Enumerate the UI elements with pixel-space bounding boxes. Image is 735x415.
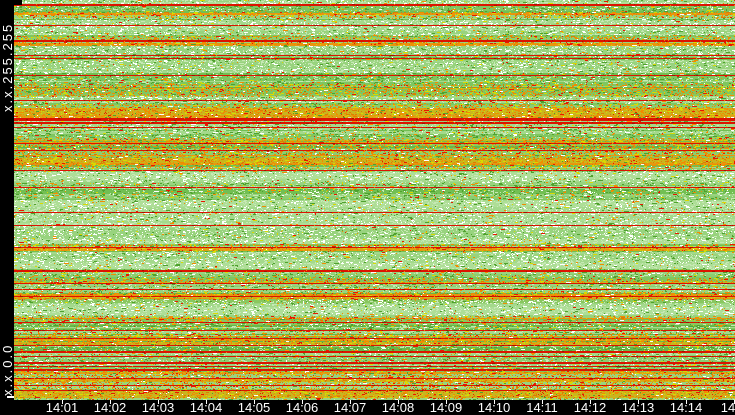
x-tick-mark [398, 400, 399, 404]
y-axis-max-tick [14, 0, 22, 5]
x-tick-mark [62, 400, 63, 404]
x-tick-mark [254, 400, 255, 404]
x-tick-mark [110, 400, 111, 404]
x-tick-label: 14:08 [381, 400, 415, 415]
x-tick-mark [206, 400, 207, 404]
x-tick-label: 14 [720, 400, 735, 415]
x-tick-label: 14:13 [621, 400, 655, 415]
y-axis-max-label: x.x.255.255 [0, 22, 15, 112]
x-tick-mark [350, 400, 351, 404]
x-tick-label: 14:11 [526, 400, 558, 415]
x-tick-label: 14:10 [477, 400, 511, 415]
x-tick-label: 14:02 [93, 400, 127, 415]
x-tick-label: 14:03 [141, 400, 175, 415]
x-tick-label: 14:07 [333, 400, 367, 415]
x-tick-label: 14:09 [429, 400, 463, 415]
x-tick-mark [446, 400, 447, 404]
x-tick-mark [302, 400, 303, 404]
x-tick-label: 14:06 [285, 400, 319, 415]
x-tick-label: 14:01 [45, 400, 79, 415]
x-tick-mark [638, 400, 639, 404]
x-tick-label: 14:14 [669, 400, 703, 415]
x-tick-label: 14:05 [237, 400, 271, 415]
y-axis-min-tick [7, 396, 14, 398]
x-tick-mark [158, 400, 159, 404]
x-tick-mark [686, 400, 687, 404]
heatmap-canvas [14, 0, 735, 400]
x-tick-mark [494, 400, 495, 404]
x-axis: 14:01 14:02 14:03 14:04 14:05 14:06 14:07 14:08… [0, 400, 735, 415]
y-axis-min-label: x.x.0.0 [0, 343, 15, 396]
x-tick-label: 14:04 [189, 400, 223, 415]
x-tick-label: 14:12 [573, 400, 607, 415]
x-tick-mark [590, 400, 591, 404]
x-tick-mark [542, 400, 543, 404]
